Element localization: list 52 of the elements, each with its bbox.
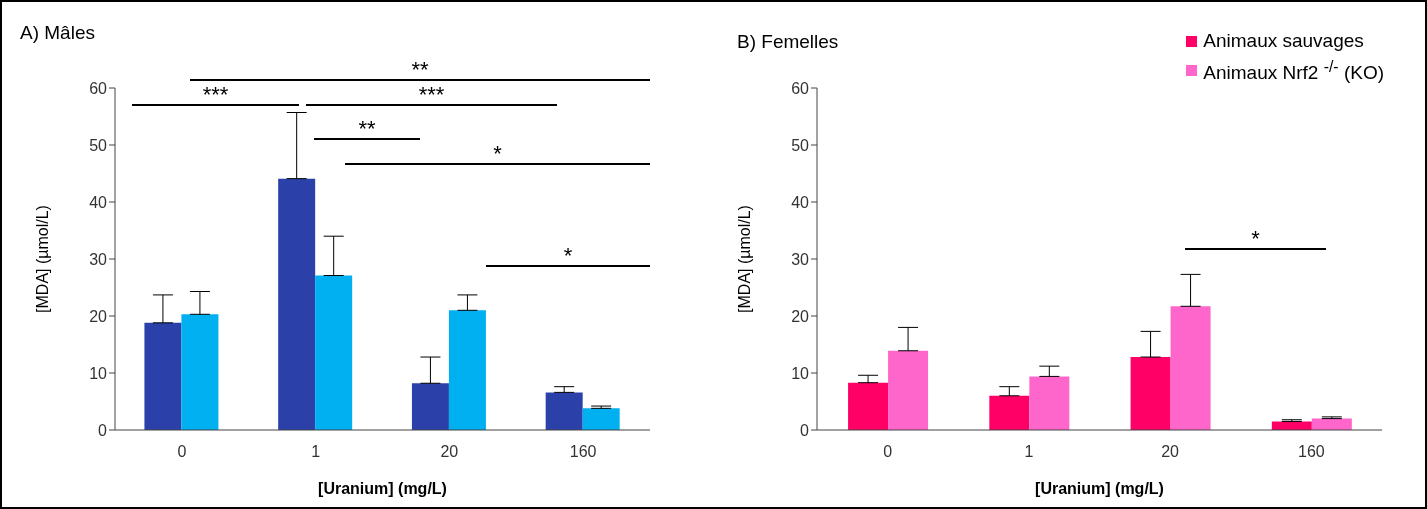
y-tick-label: 50 <box>791 136 810 154</box>
chart-title: A) Mâles <box>20 22 95 44</box>
bar <box>144 322 182 430</box>
y-tick-label: 50 <box>89 136 108 154</box>
y-tick-label: 10 <box>89 364 108 382</box>
y-tick-label: 60 <box>791 79 810 97</box>
bar <box>582 408 620 430</box>
x-tick-label: 1 <box>1024 443 1034 461</box>
bar <box>278 178 316 430</box>
bar <box>411 383 449 430</box>
x-axis-title: [Uranium] (mg/L) <box>318 480 447 497</box>
bar <box>448 310 486 430</box>
y-tick-label: 20 <box>89 307 108 325</box>
bar <box>181 314 219 430</box>
annotation: *** <box>418 82 445 107</box>
x-tick-label: 20 <box>1161 443 1180 461</box>
annotation: * <box>1251 226 1261 251</box>
bar <box>888 350 929 430</box>
x-tick-label: 160 <box>569 443 597 461</box>
y-tick-label: 20 <box>791 307 810 325</box>
text: ** <box>411 57 429 82</box>
bar <box>545 392 583 430</box>
x-tick-label: 0 <box>883 443 893 461</box>
y-tick-label: 30 <box>791 250 810 268</box>
y-tick-label: 10 <box>791 364 810 382</box>
x-axis-title: [Uranium] (mg/L) <box>1035 480 1164 497</box>
bar <box>1170 306 1211 430</box>
bar <box>989 395 1030 430</box>
legend-label: Animaux sauvages <box>1203 29 1364 53</box>
y-tick-label: 60 <box>89 79 108 97</box>
bar <box>1311 418 1352 430</box>
x-tick-label: 160 <box>1298 443 1325 461</box>
x-tick-label: 0 <box>177 443 187 461</box>
y-tick-label: 0 <box>98 421 108 439</box>
y-tick-label: 30 <box>89 250 108 268</box>
y-tick-label: 40 <box>89 193 108 211</box>
annotation: * <box>493 141 503 166</box>
annotation: * <box>563 243 573 268</box>
bar <box>1029 376 1070 430</box>
y-axis-title: [MDA] (µmol/L) <box>735 205 753 313</box>
annotation: ** <box>358 116 376 141</box>
x-tick-label: 20 <box>440 443 459 461</box>
annotation: *** <box>202 82 229 107</box>
y-tick-label: 0 <box>800 421 810 439</box>
chart-title: B) Femelles <box>737 31 839 53</box>
y-axis-title: [MDA] (µmol/L) <box>33 205 51 313</box>
legend-label: Animaux Nrf2 $^{-/-}$ (KO) <box>1203 57 1384 86</box>
x-tick-label: 1 <box>311 443 321 461</box>
bar <box>1130 357 1171 430</box>
bar <box>848 382 889 430</box>
bar <box>315 275 353 430</box>
y-tick-label: 40 <box>791 193 810 211</box>
